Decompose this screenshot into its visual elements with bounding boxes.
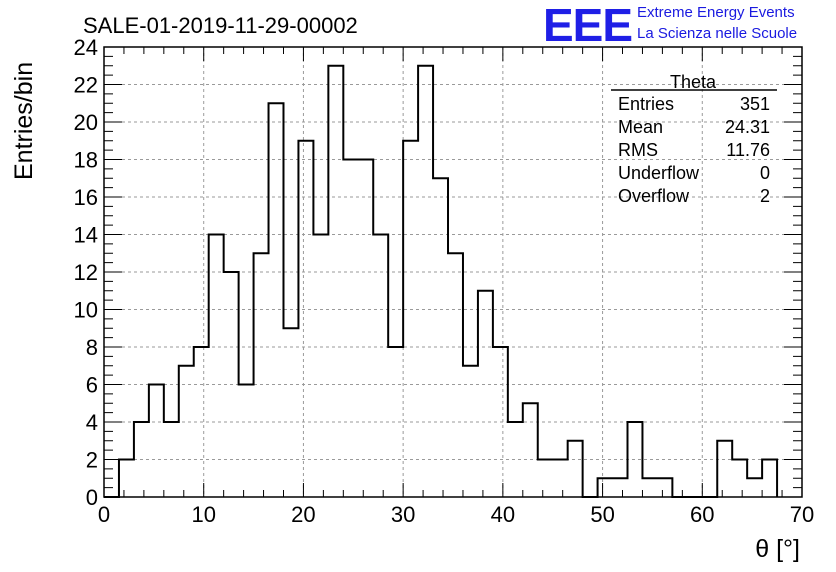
axis-ticks (103, 46, 803, 498)
y-tick-label: 2 (86, 448, 98, 473)
y-tick-label: 4 (86, 410, 98, 435)
stats-rows: Entries 351 Mean 24.31 RMS 11.76 Underflow 0 Ove… (618, 94, 770, 206)
y-tick-label: 8 (86, 335, 98, 360)
y-tick-label: 0 (86, 485, 98, 510)
x-axis-label: θ [°] (755, 535, 800, 563)
stats-row-value: 351 (740, 94, 770, 114)
x-tick-label: 70 (790, 502, 814, 527)
y-axis-label: Entries/bin (10, 62, 38, 180)
logo-subtitle-line2: La Scienza nelle Scuole (637, 25, 798, 42)
y-tick-label: 16 (74, 185, 98, 210)
stats-row-label: RMS (618, 140, 658, 160)
x-tick-label: 40 (491, 502, 515, 527)
eee-logo: EEE (543, 0, 633, 51)
y-tick-label: 18 (74, 148, 98, 173)
stats-box-title: Theta (670, 72, 717, 92)
histogram-step-line (104, 64, 779, 498)
stats-row-label: Overflow (618, 186, 690, 206)
y-tick-label: 20 (74, 110, 98, 135)
x-tick-label: 20 (291, 502, 315, 527)
logo-subtitle-line1: Extreme Energy Events (637, 4, 795, 21)
x-tick-labels: 0 10 20 30 40 50 60 70 (98, 502, 814, 527)
y-tick-label: 22 (74, 73, 98, 98)
stats-row-label: Entries (618, 94, 674, 114)
stats-box: Theta Entries 351 Mean 24.31 RMS 11.76 Underfl… (611, 72, 777, 206)
plot-frame (103, 46, 803, 498)
stats-row-label: Underflow (618, 163, 700, 183)
y-tick-label: 10 (74, 298, 98, 323)
y-tick-label: 24 (74, 35, 98, 60)
x-tick-label: 30 (391, 502, 415, 527)
y-tick-label: 12 (74, 260, 98, 285)
y-tick-label: 14 (74, 223, 98, 248)
x-tick-label: 50 (590, 502, 614, 527)
stats-row-value: 0 (760, 163, 770, 183)
stats-row-label: Mean (618, 117, 663, 137)
x-tick-label: 0 (98, 502, 110, 527)
stats-row-value: 24.31 (725, 117, 770, 137)
chart-title: SALE-01-2019-11-29-00002 (83, 13, 358, 38)
stats-row-value: 11.76 (726, 140, 770, 160)
stats-row-value: 2 (760, 186, 770, 206)
x-tick-label: 60 (690, 502, 714, 527)
y-tick-label: 6 (86, 373, 98, 398)
x-tick-label: 10 (191, 502, 215, 527)
